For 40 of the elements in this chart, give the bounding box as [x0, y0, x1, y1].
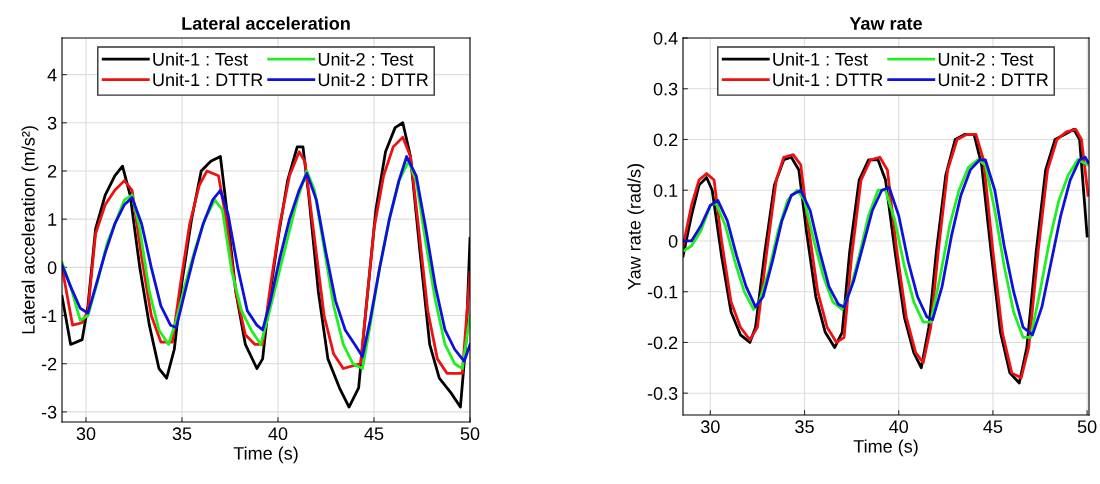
x-tick-label: 35: [172, 427, 192, 441]
y-tick-label: -0.1: [647, 285, 678, 299]
y-tick-label: 4: [47, 68, 57, 82]
x-tick-label: 50: [1077, 420, 1097, 434]
y-tick-label: -1: [41, 309, 57, 323]
x-axis-title: Time (s): [233, 446, 298, 464]
y-axis-title: Yaw rate (rad/s): [627, 164, 645, 290]
x-tick-label: 30: [76, 427, 96, 441]
legend-label: Unit-1 : DTTR: [153, 72, 263, 87]
x-tick-label: 30: [700, 420, 720, 434]
legend-label: Unit-2 : Test: [938, 52, 1034, 66]
x-tick-label: 40: [889, 420, 909, 434]
x-tick-label: 35: [795, 420, 814, 434]
x-axis-title: Time (s): [853, 439, 918, 457]
x-tick-label: 45: [983, 420, 1003, 434]
y-tick-label: 0: [668, 234, 678, 248]
legend-label: Unit-2 : Test: [318, 52, 414, 66]
y-tick-label: 0.1: [653, 184, 678, 197]
chart-title: Lateral acceleration: [182, 16, 350, 30]
x-tick-label: 50: [460, 427, 480, 441]
chart-title: Yaw rate: [849, 17, 923, 30]
legend-label: Unit-2 : DTTR: [318, 72, 428, 87]
y-axis-title: Lateral acceleration (m/s²): [21, 126, 39, 334]
y-tick-label: 0: [47, 261, 57, 275]
legend-label: Unit-1 : Test: [153, 52, 248, 66]
y-tick-label: 1: [48, 213, 57, 226]
y-tick-label: -2: [41, 357, 57, 371]
y-tick-label: 0.4: [653, 31, 678, 45]
y-tick-label: -3: [41, 405, 57, 419]
legend-label: Unit-2 : DTTR: [938, 72, 1048, 87]
x-tick-label: 40: [268, 427, 288, 441]
y-tick-label: 0.3: [653, 82, 678, 96]
y-tick-label: -0.2: [647, 336, 678, 350]
y-tick-label: 0.2: [653, 133, 678, 147]
legend-label: Unit-1 : Test: [773, 52, 868, 66]
y-tick-label: -0.3: [647, 387, 678, 400]
y-tick-label: 2: [48, 164, 57, 178]
y-tick-label: 3: [47, 116, 57, 130]
x-tick-label: 45: [364, 427, 384, 441]
legend-label: Unit-1 : DTTR: [773, 72, 883, 87]
